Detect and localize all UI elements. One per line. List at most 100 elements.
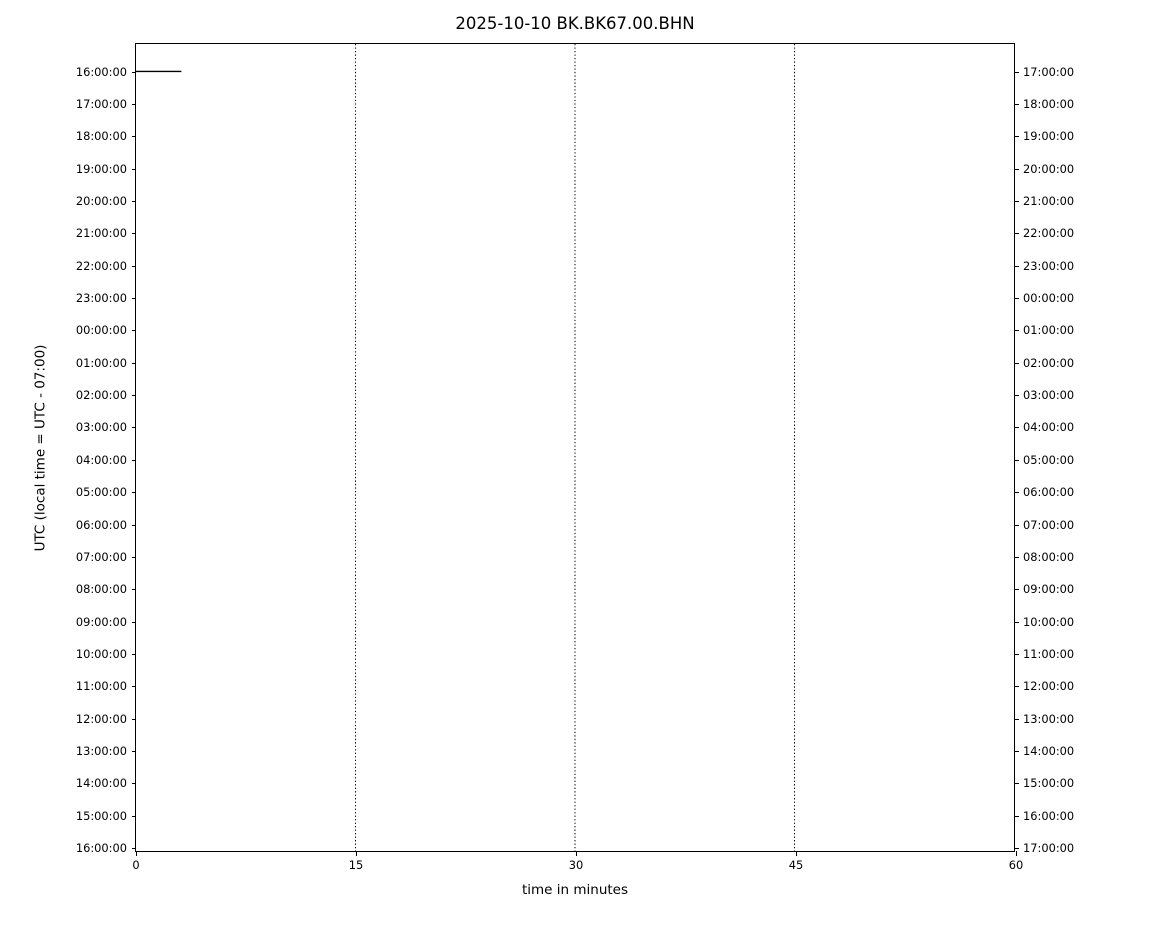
y-tick-right — [1014, 265, 1019, 267]
x-tick — [136, 851, 137, 856]
y-tick-label-right: 19:00:00 — [1023, 129, 1075, 144]
y-tick-right — [1014, 427, 1019, 429]
x-tick-label: 0 — [132, 858, 140, 872]
y-tick-label-right: 11:00:00 — [1023, 646, 1075, 661]
y-tick-label-left: 08:00:00 — [75, 582, 127, 597]
x-tick — [356, 851, 357, 856]
y-tick-right — [1014, 168, 1019, 170]
y-tick-label-right: 17:00:00 — [1023, 841, 1075, 856]
y-tick-label-right: 07:00:00 — [1023, 517, 1075, 532]
y-tick-label-right: 22:00:00 — [1023, 226, 1075, 241]
y-tick-right — [1014, 815, 1019, 817]
y-tick-left — [131, 621, 136, 623]
y-tick-right — [1014, 492, 1019, 494]
y-tick-label-left: 12:00:00 — [75, 711, 127, 726]
y-tick-right — [1014, 233, 1019, 235]
y-tick-left — [131, 848, 136, 850]
y-tick-label-right: 01:00:00 — [1023, 323, 1075, 338]
y-tick-left — [131, 783, 136, 785]
y-tick-label-right: 16:00:00 — [1023, 808, 1075, 823]
y-tick-label-right: 13:00:00 — [1023, 711, 1075, 726]
y-tick-left — [131, 653, 136, 655]
y-tick-label-right: 12:00:00 — [1023, 679, 1075, 694]
y-tick-label-right: 20:00:00 — [1023, 161, 1075, 176]
y-tick-label-left: 20:00:00 — [75, 193, 127, 208]
y-tick-label-left: 09:00:00 — [75, 614, 127, 629]
x-tick-label: 60 — [1008, 858, 1024, 872]
x-tick — [796, 851, 797, 856]
y-tick-right — [1014, 653, 1019, 655]
y-axis-title: UTC (local time = UTC - 07:00) — [30, 43, 50, 852]
y-tick-right — [1014, 848, 1019, 850]
y-tick-left — [131, 200, 136, 202]
y-tick-label-left: 22:00:00 — [75, 258, 127, 273]
y-tick-right — [1014, 362, 1019, 364]
y-tick-left — [131, 815, 136, 817]
page-title: 2025-10-10 BK.BK67.00.BHN — [455, 14, 695, 33]
y-tick-left — [131, 589, 136, 591]
y-tick-label-left: 05:00:00 — [75, 485, 127, 500]
y-tick-label-right: 17:00:00 — [1023, 64, 1075, 79]
y-tick-label-left: 16:00:00 — [75, 841, 127, 856]
y-tick-left — [131, 718, 136, 720]
y-tick-label-left: 17:00:00 — [75, 96, 127, 111]
x-tick-label: 45 — [788, 858, 804, 872]
y-tick-left — [131, 298, 136, 300]
y-tick-label-left: 00:00:00 — [75, 323, 127, 338]
y-tick-label-right: 14:00:00 — [1023, 744, 1075, 759]
y-tick-left — [131, 233, 136, 235]
y-tick-label-left: 04:00:00 — [75, 452, 127, 467]
x-tick — [576, 851, 577, 856]
y-tick-label-right: 10:00:00 — [1023, 614, 1075, 629]
y-tick-label-right: 21:00:00 — [1023, 193, 1075, 208]
y-tick-label-left: 01:00:00 — [75, 355, 127, 370]
y-tick-label-right: 03:00:00 — [1023, 388, 1075, 403]
y-tick-label-right: 06:00:00 — [1023, 485, 1075, 500]
y-tick-label-left: 11:00:00 — [75, 679, 127, 694]
y-tick-label-left: 06:00:00 — [75, 517, 127, 532]
y-tick-right — [1014, 718, 1019, 720]
y-tick-left — [131, 686, 136, 688]
y-tick-right — [1014, 459, 1019, 461]
y-tick-label-left: 23:00:00 — [75, 291, 127, 306]
y-tick-left — [131, 103, 136, 105]
y-tick-label-right: 23:00:00 — [1023, 258, 1075, 273]
y-tick-right — [1014, 330, 1019, 332]
y-tick-right — [1014, 589, 1019, 591]
x-tick — [1016, 851, 1017, 856]
y-tick-left — [131, 330, 136, 332]
y-tick-label-right: 05:00:00 — [1023, 452, 1075, 467]
y-tick-right — [1014, 395, 1019, 397]
y-tick-label-left: 07:00:00 — [75, 549, 127, 564]
y-tick-label-left: 15:00:00 — [75, 808, 127, 823]
y-tick-left — [131, 136, 136, 138]
y-tick-left — [131, 492, 136, 494]
y-tick-label-right: 04:00:00 — [1023, 420, 1075, 435]
y-tick-right — [1014, 621, 1019, 623]
y-axis-title-text: UTC (local time = UTC - 07:00) — [32, 344, 49, 551]
y-tick-label-left: 14:00:00 — [75, 776, 127, 791]
y-tick-left — [131, 71, 136, 73]
y-tick-left — [131, 362, 136, 364]
y-tick-right — [1014, 751, 1019, 753]
x-axis-title: time in minutes — [521, 882, 629, 898]
y-tick-right — [1014, 136, 1019, 138]
y-tick-right — [1014, 200, 1019, 202]
y-tick-label-right: 09:00:00 — [1023, 582, 1075, 597]
y-tick-right — [1014, 71, 1019, 73]
y-tick-right — [1014, 783, 1019, 785]
plot-area: 16:00:00 17:00:00 17:00:00 18:00:00 18:00:00… — [76, 43, 1074, 872]
y-tick-right — [1014, 103, 1019, 105]
y-tick-left — [131, 168, 136, 170]
y-tick-label-right: 02:00:00 — [1023, 355, 1075, 370]
y-tick-label-left: 13:00:00 — [75, 744, 127, 759]
y-tick-right — [1014, 686, 1019, 688]
y-tick-right — [1014, 556, 1019, 558]
y-tick-left — [131, 427, 136, 429]
y-tick-label-left: 21:00:00 — [75, 226, 127, 241]
waveform-traces — [136, 70, 182, 73]
x-tick-label: 30 — [568, 858, 584, 872]
y-tick-label-left: 10:00:00 — [75, 646, 127, 661]
y-tick-right — [1014, 298, 1019, 300]
